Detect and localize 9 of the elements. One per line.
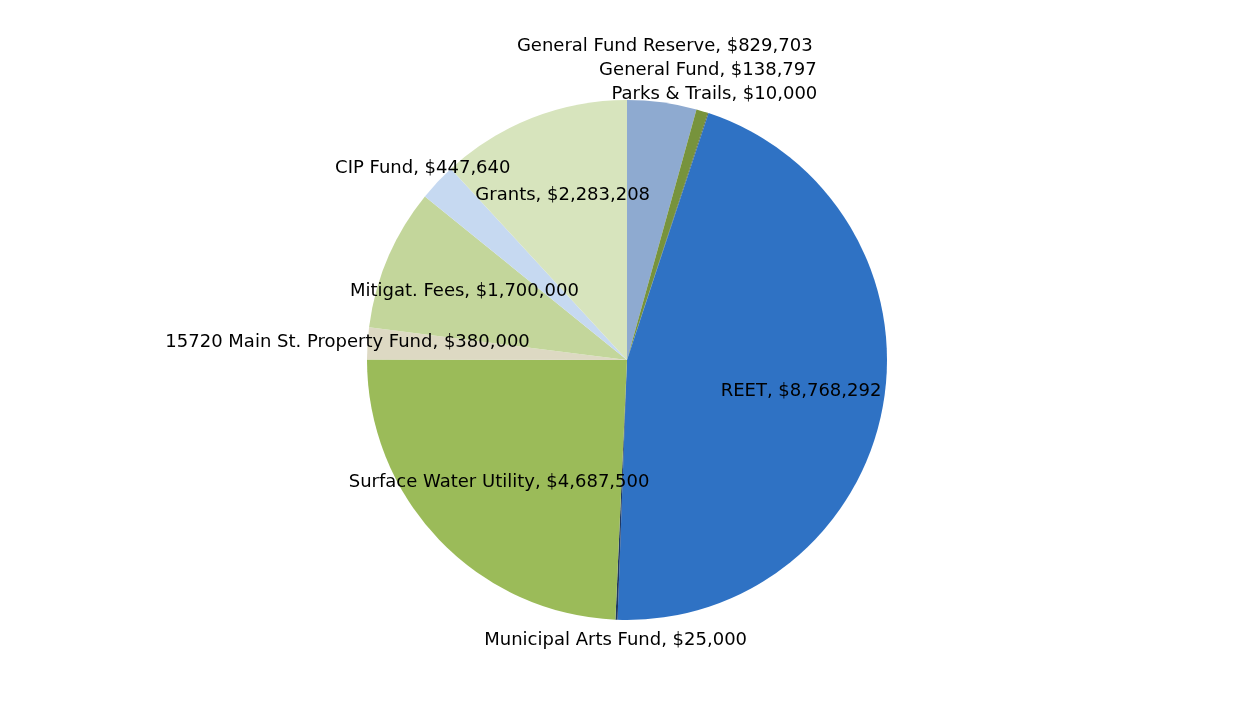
slice-label: Mitigat. Fees, $1,700,000: [349, 278, 579, 300]
slice-label: General Fund Reserve, $829,703: [516, 33, 813, 55]
slice-label: Municipal Arts Fund, $25,000: [484, 627, 748, 649]
slice-label: Parks & Trails, $10,000: [611, 81, 818, 103]
slice-label: Grants, $2,283,208: [475, 183, 651, 205]
slice-label: CIP Fund, $447,640: [335, 156, 511, 178]
slice-label: 15720 Main St. Property Fund, $380,000: [165, 330, 530, 352]
slice-label: General Fund, $138,797: [599, 57, 817, 79]
slice-label: REET, $8,768,292: [720, 379, 882, 401]
